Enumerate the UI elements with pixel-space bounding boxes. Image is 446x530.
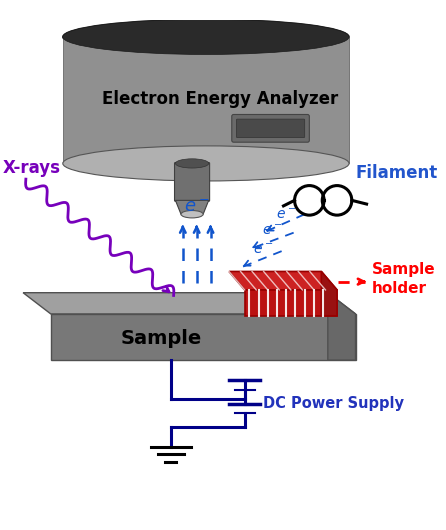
Polygon shape <box>23 293 355 314</box>
Text: $e^-$: $e^-$ <box>184 198 210 216</box>
Polygon shape <box>321 271 337 316</box>
Text: $e^-$: $e^-$ <box>253 242 273 257</box>
FancyBboxPatch shape <box>232 114 310 142</box>
Polygon shape <box>51 314 355 360</box>
FancyBboxPatch shape <box>63 37 349 163</box>
Ellipse shape <box>181 210 203 218</box>
Text: $e^-$: $e^-$ <box>276 207 296 221</box>
Text: DC Power Supply: DC Power Supply <box>263 396 404 411</box>
Polygon shape <box>245 290 337 316</box>
Text: $e^-$: $e^-$ <box>262 224 282 238</box>
Polygon shape <box>229 271 337 290</box>
Text: X-rays: X-rays <box>3 159 61 177</box>
FancyBboxPatch shape <box>174 163 210 201</box>
Text: Electron Energy Analyzer: Electron Energy Analyzer <box>102 90 338 108</box>
Text: Filament: Filament <box>355 164 438 182</box>
Ellipse shape <box>175 159 209 168</box>
Text: Sample
holder: Sample holder <box>372 262 436 296</box>
Ellipse shape <box>63 146 349 181</box>
Ellipse shape <box>63 20 349 55</box>
Ellipse shape <box>63 20 349 55</box>
Polygon shape <box>328 293 355 360</box>
FancyBboxPatch shape <box>236 119 305 138</box>
Text: Sample: Sample <box>121 329 202 348</box>
Polygon shape <box>175 200 209 214</box>
